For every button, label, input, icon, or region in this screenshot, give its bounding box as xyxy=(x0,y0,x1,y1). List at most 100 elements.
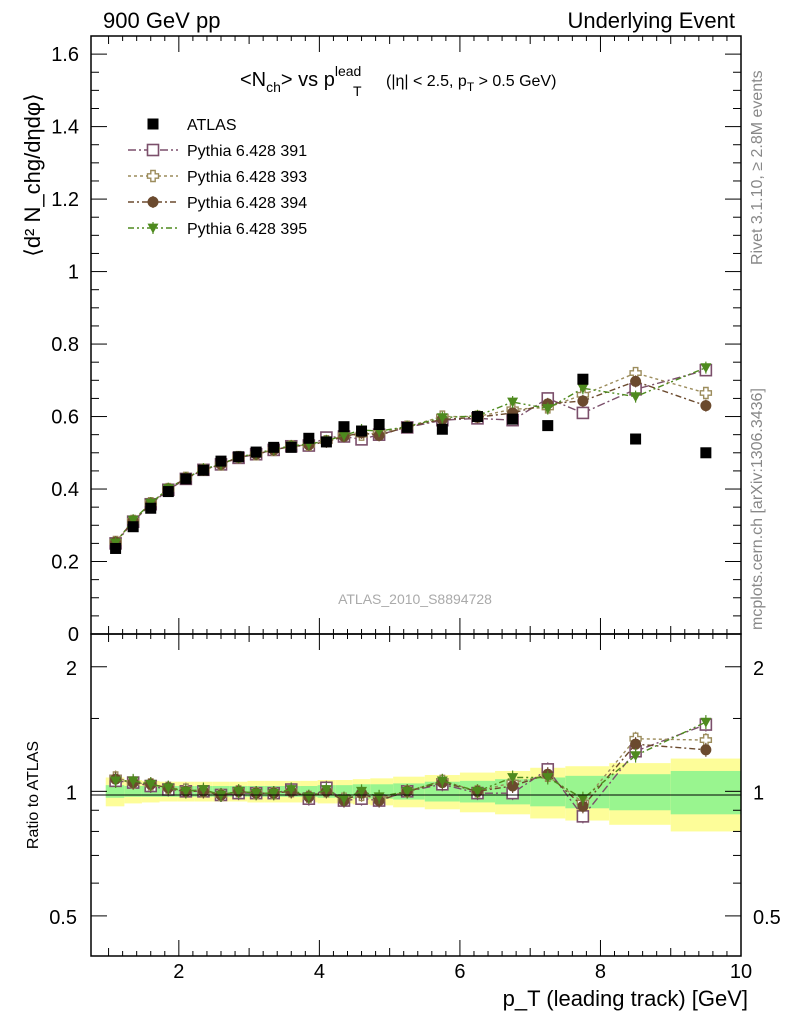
main-ytick-label: 1.4 xyxy=(51,117,79,139)
title-sup-lead: lead xyxy=(335,63,361,79)
main-series-line xyxy=(115,369,707,544)
main-point xyxy=(699,386,713,400)
ratio-band-inner xyxy=(670,770,741,815)
main-ytick-label: 1 xyxy=(68,262,79,284)
main-ytick-label: 0.6 xyxy=(51,407,79,429)
legend-marker xyxy=(147,196,159,208)
main-point-atlas xyxy=(180,473,192,485)
main-point-atlas xyxy=(250,446,262,458)
ratio-ytick-label-right: 0.5 xyxy=(753,907,781,929)
ratio-point xyxy=(285,785,297,796)
ratio-point xyxy=(471,786,483,797)
ratio-point xyxy=(507,780,519,792)
main-ytick-label: 0 xyxy=(68,624,79,646)
ratio-point xyxy=(436,776,448,787)
title-part-1: <N xyxy=(240,69,266,91)
main-point-atlas xyxy=(700,447,712,459)
ratio-point xyxy=(320,785,332,796)
main-point-atlas xyxy=(162,486,174,498)
legend-marker xyxy=(146,169,160,183)
legend-marker xyxy=(146,143,160,157)
main-ytick-label: 1.6 xyxy=(51,44,79,66)
main-point-atlas xyxy=(197,464,209,476)
ratio-ytick-label: 1 xyxy=(66,782,77,804)
side-rivet-version: Rivet 3.1.10, ≥ 2.8M events xyxy=(749,70,766,265)
x-axis-label: p_T (leading track) [GeV] xyxy=(503,986,748,1011)
ratio-point xyxy=(356,786,368,797)
legend-label: Pythia 6.428 395 xyxy=(187,221,307,238)
main-point-atlas xyxy=(542,420,554,432)
main-point xyxy=(700,363,712,374)
main-series-line xyxy=(115,380,707,543)
ratio-point xyxy=(542,773,554,784)
legend-label: ATLAS xyxy=(187,117,237,134)
ratio-point xyxy=(630,751,642,762)
main-point xyxy=(507,397,519,408)
legend-label: Pythia 6.428 391 xyxy=(187,143,307,160)
main-ytick-label: 0.2 xyxy=(51,552,79,574)
legend-label: Pythia 6.428 393 xyxy=(187,169,307,186)
ratio-point xyxy=(507,773,519,784)
xtick-label: 6 xyxy=(454,961,465,983)
ratio-ytick-label: 0.5 xyxy=(49,907,77,929)
title-cut-1: (|η| < 2.5, p xyxy=(386,73,467,90)
header-right: Underlying Event xyxy=(567,8,735,33)
main-title: <Nch> vs plead T(|η| < 2.5, pT > 0.5 GeV) xyxy=(240,63,556,99)
main-point xyxy=(338,430,350,441)
main-point-atlas xyxy=(401,421,413,433)
main-point xyxy=(577,383,589,394)
main-point-atlas xyxy=(268,441,280,453)
title-sub-t: T xyxy=(353,83,362,99)
main-series-line xyxy=(115,366,707,544)
main-point-atlas xyxy=(507,413,519,425)
title-sub-ch: ch xyxy=(266,79,281,95)
ratio-ytick-label-right: 1 xyxy=(753,782,764,804)
main-ylabel: ⟨d² N_chg/dηdφ⟩ xyxy=(20,93,45,257)
main-point-atlas xyxy=(285,441,297,453)
main-point xyxy=(576,406,590,420)
main-series-line xyxy=(115,372,707,543)
main-point xyxy=(542,404,554,415)
main-point-atlas xyxy=(145,502,157,514)
ratio-point xyxy=(180,786,192,797)
main-point-atlas xyxy=(630,433,642,445)
main-point-atlas xyxy=(110,542,122,554)
ratio-point xyxy=(215,790,227,801)
ratio-ytick-label-right: 2 xyxy=(753,658,764,680)
main-point xyxy=(436,413,448,424)
main-point xyxy=(577,395,589,407)
ratio-ylabel: Ratio to ATLAS xyxy=(25,741,42,849)
main-point-atlas xyxy=(436,423,448,435)
main-point-atlas xyxy=(356,425,368,437)
ratio-point xyxy=(197,785,209,796)
ratio-ytick-label: 2 xyxy=(66,658,77,680)
xtick-label: 2 xyxy=(173,961,184,983)
main-point xyxy=(700,400,712,412)
ratio-point xyxy=(110,776,122,787)
ratio-band-inner xyxy=(609,774,671,811)
ratio-series-line xyxy=(115,721,707,800)
ratio-point xyxy=(401,786,413,797)
ratio-band-inner xyxy=(124,786,142,797)
analysis-watermark: ATLAS_2010_S8894728 xyxy=(338,591,492,607)
ratio-series-line xyxy=(115,743,706,808)
ratio-point xyxy=(145,779,157,790)
main-point-atlas xyxy=(471,411,483,423)
main-ytick-label: 0.4 xyxy=(51,479,79,501)
ratio-point xyxy=(338,794,350,805)
ratio-point xyxy=(700,717,712,728)
main-point-atlas xyxy=(233,451,245,463)
main-point-atlas xyxy=(320,436,332,448)
xtick-label: 8 xyxy=(595,961,606,983)
side-mcplots-ref: mcplots.cern.ch [arXiv:1306.3436] xyxy=(749,388,766,630)
ratio-point xyxy=(233,786,245,797)
ratio-point xyxy=(630,738,642,750)
legend-marker xyxy=(147,223,159,234)
main-point-atlas xyxy=(303,432,315,444)
legend-marker-atlas xyxy=(147,118,159,130)
ratio-point xyxy=(162,783,174,794)
main-point-atlas xyxy=(127,521,139,533)
main-ytick-label: 1.2 xyxy=(51,189,79,211)
